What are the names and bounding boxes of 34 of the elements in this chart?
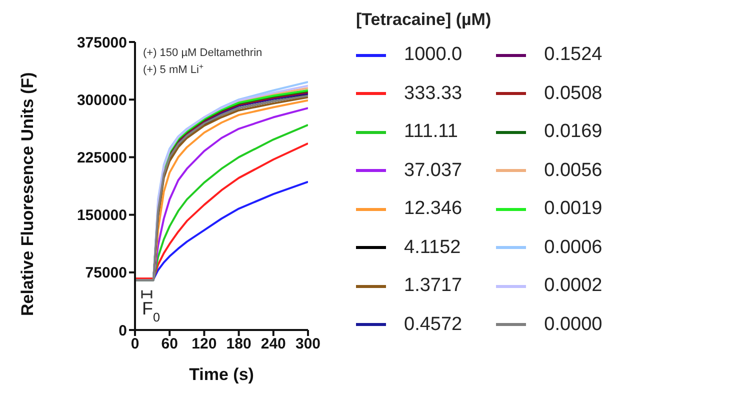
- annotation: (+) 150 µM Deltamethrin: [143, 47, 262, 59]
- legend-label: 0.0019: [544, 198, 602, 220]
- y-tick-label: 375000: [76, 34, 127, 52]
- x-tick-label: 300: [295, 336, 321, 353]
- y-tick-label: 300000: [76, 92, 127, 109]
- legend-label: 37.037: [404, 160, 462, 182]
- y-tick-label: 225000: [76, 150, 127, 167]
- x-tick-label: 0: [130, 336, 140, 353]
- x-tick-label: 60: [161, 336, 178, 353]
- legend-label: 0.0002: [544, 275, 602, 298]
- legend-label: 0.0000: [544, 314, 602, 336]
- y-tick-label: 0: [118, 322, 127, 340]
- legend-label: 0.0006: [544, 236, 602, 259]
- legend-label: 0.0056: [544, 160, 602, 182]
- x-axis-title: Time (s): [189, 365, 254, 384]
- y-axis-title: Relative Fluoresence Units (F): [18, 72, 38, 316]
- legend-label: 111.11: [404, 121, 458, 144]
- legend-label: 0.0508: [544, 82, 602, 105]
- legend-label: 0.4572: [404, 314, 462, 336]
- legend-label: 333.33: [404, 82, 462, 105]
- legend-label: 0.1524: [544, 44, 602, 66]
- legend-label: 1000.0: [404, 44, 462, 66]
- legend-label: 12.346: [404, 198, 462, 220]
- legend-label: 4.1152: [404, 236, 461, 259]
- y-tick-label: 150000: [76, 207, 127, 224]
- x-tick-label: 180: [226, 336, 252, 353]
- annotation: (+) 5 mM Li$^{+}$: [143, 62, 204, 76]
- legend-label: 0.0169: [544, 121, 602, 144]
- annotation: F$_{0}$: [142, 298, 160, 324]
- legend-title: [Tetracaine] (µM): [356, 10, 492, 30]
- legend-label: 1.3717: [404, 275, 462, 298]
- x-tick-label: 240: [260, 336, 286, 353]
- x-tick-label: 120: [192, 336, 217, 353]
- y-tick-label: 75000: [85, 264, 127, 282]
